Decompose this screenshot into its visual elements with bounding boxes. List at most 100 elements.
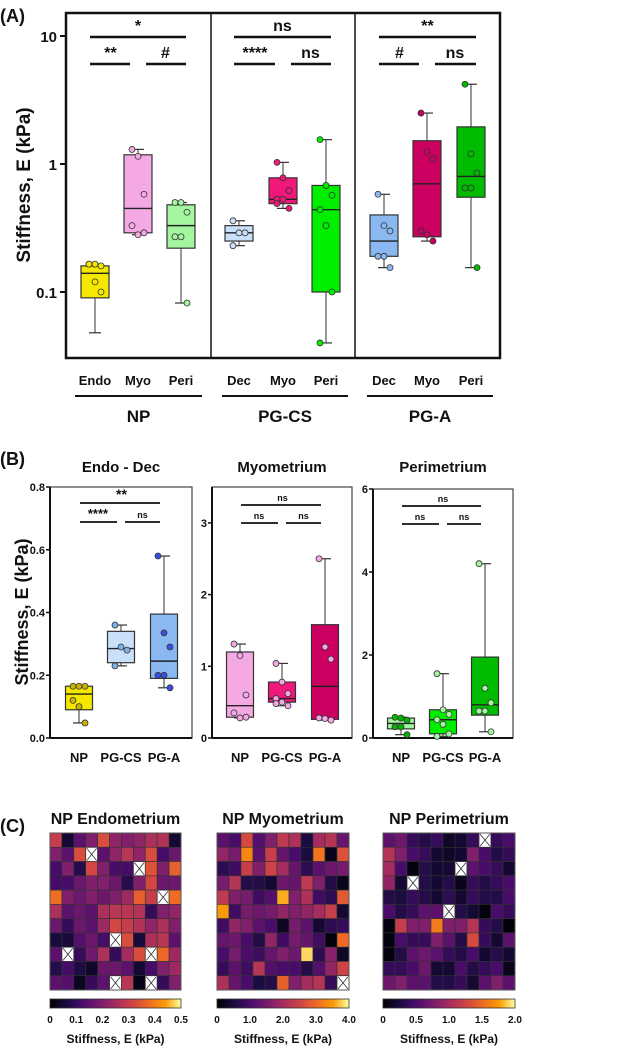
heatmap-cell	[133, 932, 146, 948]
heatmap-np-myometrium	[216, 832, 350, 991]
missing-cell-x-icon	[443, 905, 455, 918]
heatmap-cell	[430, 846, 444, 862]
heatmap-cell	[382, 861, 396, 877]
heatmap-cell	[312, 861, 326, 877]
data-point	[403, 731, 411, 739]
subplot-title: Perimetrium	[399, 459, 487, 476]
heatmap-cell	[288, 946, 302, 962]
heatmap-cell	[97, 946, 110, 962]
heatmap-cell	[394, 946, 408, 962]
data-point	[423, 231, 431, 239]
y-axis-label: Stiffness, E (kPa)	[14, 107, 35, 262]
heatmap-cell	[418, 875, 432, 891]
heatmap-cell	[406, 904, 420, 919]
heatmap-cell	[288, 961, 302, 977]
data-point	[242, 691, 250, 699]
heatmap-cell	[288, 861, 302, 877]
colorbar-tick-label: 1.0	[243, 1015, 257, 1026]
heatmap-cell	[228, 875, 242, 891]
heatmap-cell	[156, 875, 170, 891]
heatmap-cell	[478, 918, 492, 934]
y-tick-label: 4	[362, 567, 369, 579]
heatmap-cell	[133, 832, 146, 848]
heatmap-cell	[382, 875, 396, 891]
heatmap-cell	[121, 946, 134, 962]
heatmap-cell	[418, 904, 432, 919]
signif-label-right: ns	[446, 45, 465, 62]
data-point	[445, 730, 453, 738]
heatmap-cell	[312, 932, 326, 948]
heatmap-cell	[490, 889, 504, 905]
heatmap-cell	[466, 861, 480, 877]
data-point	[85, 260, 93, 268]
heatmap-cell	[394, 861, 408, 877]
colorbar-label: Stiffness, E (kPa)	[66, 1032, 164, 1046]
category-label: Peri	[314, 373, 339, 388]
y-axis-label: Stiffness, E (kPa)	[12, 538, 32, 685]
heatmap-cell	[502, 975, 516, 991]
data-point	[128, 222, 136, 230]
heatmap-cell	[382, 932, 396, 948]
heatmap-cell	[466, 904, 480, 919]
data-point	[461, 184, 469, 192]
data-point	[473, 169, 481, 177]
data-point	[327, 655, 335, 663]
heatmap-cell	[216, 946, 230, 962]
data-point	[423, 148, 431, 155]
data-point	[111, 662, 119, 670]
heatmap-cell	[216, 889, 230, 905]
data-point	[272, 700, 280, 707]
heatmap-cell	[144, 846, 158, 862]
heatmap-cell	[144, 961, 158, 977]
heatmap-cell	[300, 961, 314, 977]
missing-cell-x-icon	[110, 933, 121, 947]
colorbar-tick-label: 1.5	[475, 1015, 489, 1026]
box-iqr	[166, 204, 196, 249]
heatmap-cell	[252, 946, 266, 962]
heatmap-title: NP Myometrium	[222, 811, 344, 828]
heatmap-cell	[418, 932, 432, 948]
heatmap-cell	[264, 946, 278, 962]
data-point	[380, 222, 388, 230]
heatmap-cell	[121, 889, 134, 905]
category-label: Myo	[270, 373, 296, 388]
heatmap-cell	[276, 904, 290, 919]
heatmap-cell	[382, 904, 396, 919]
heatmap-cell	[156, 832, 170, 848]
data-point	[467, 184, 475, 192]
heatmap-cell	[382, 975, 396, 991]
heatmap-cell	[109, 946, 122, 962]
category-label: Dec	[227, 373, 251, 388]
data-point	[391, 713, 399, 721]
heatmap-cell	[168, 904, 182, 919]
heatmap-cell	[61, 846, 75, 862]
heatmap-cell	[324, 846, 338, 862]
data-point	[397, 714, 405, 722]
data-point	[273, 200, 281, 208]
heatmap-cell	[288, 975, 302, 991]
data-point	[166, 684, 174, 692]
heatmap-cell	[300, 975, 314, 991]
heatmap-frame	[382, 832, 516, 991]
heatmap-cell	[288, 889, 302, 905]
heatmap-cell	[418, 946, 432, 962]
data-point	[272, 660, 280, 667]
category-label: PG-CS	[100, 750, 142, 765]
data-point	[183, 299, 191, 307]
data-point	[475, 707, 483, 715]
data-point	[315, 714, 323, 722]
heatmap-cell	[430, 918, 444, 934]
heatmap-cell	[336, 918, 350, 934]
heatmap-cell	[406, 932, 420, 948]
data-point	[166, 643, 174, 651]
heatmap-cell	[478, 946, 492, 962]
heatmap-cell	[300, 832, 314, 848]
category-label: PG-A	[469, 750, 502, 765]
heatmap-cell	[288, 875, 302, 891]
heatmap-cell	[502, 832, 516, 848]
colorbar-tick-label: 0	[47, 1015, 53, 1026]
heatmap-cell	[49, 889, 63, 905]
heatmap-cell	[240, 975, 254, 991]
heatmap-cell	[252, 832, 266, 848]
signif-label-right: ns	[137, 510, 148, 520]
